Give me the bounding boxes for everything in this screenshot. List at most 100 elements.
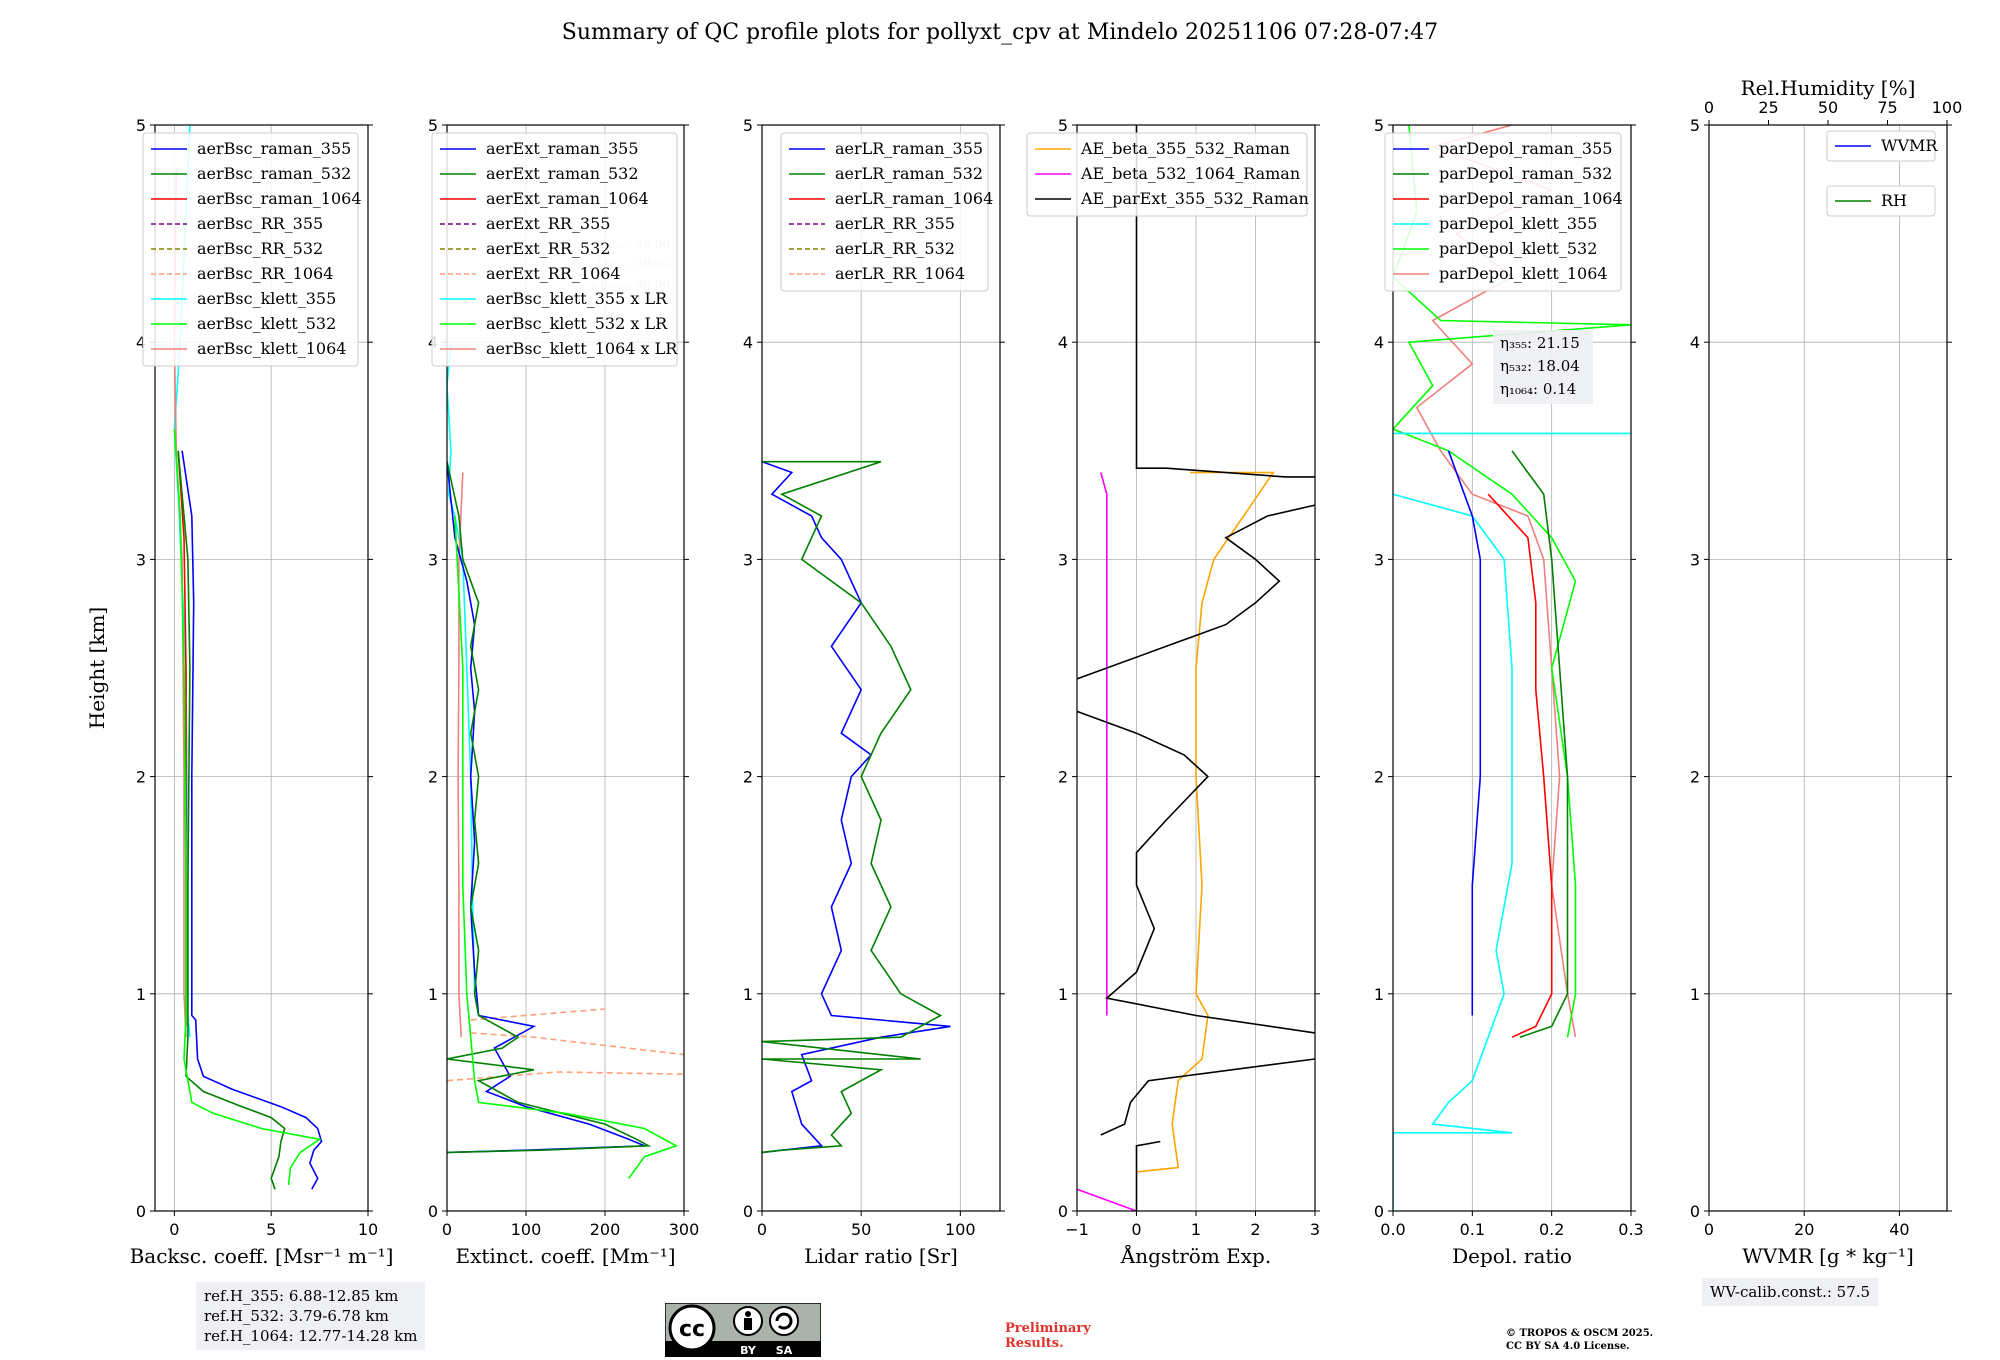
wv-top-tick-label-1: 25 (1758, 98, 1778, 117)
lr-xtick-label-1: 50 (851, 1220, 871, 1239)
ae-series-AE_beta_532_1064_Raman (1100, 472, 1108, 1016)
depol-ytick-label-3: 3 (1374, 550, 1384, 569)
lr-legend-label-1: aerLR_raman_532 (835, 164, 983, 183)
ext-x-axis-label: Extinct. coeff. [Mm⁻¹] (455, 1244, 675, 1268)
ae-xtick-label-4: 3 (1310, 1220, 1320, 1239)
ext-series-aerExt_RR_1064_c (447, 1071, 684, 1082)
ae-xtick-label-3: 2 (1250, 1220, 1260, 1239)
ae-xtick-label-2: 1 (1191, 1220, 1201, 1239)
bsc-xtick-label-2: 10 (358, 1220, 378, 1239)
wv-x-axis-label: WVMR [g * kg⁻¹] (1742, 1244, 1914, 1268)
depol-series-parDepol_raman_532 (1511, 450, 1569, 1038)
ae-series-AE_parExt_355_532_Raman_e (1135, 1140, 1161, 1211)
lr-legend-label-3: aerLR_RR_355 (835, 214, 955, 233)
wv-calib-const: WV-calib.const.: 57.5 (1710, 1283, 1871, 1301)
wv-ytick-label-1: 1 (1690, 985, 1700, 1004)
bsc-legend-label-4: aerBsc_RR_532 (197, 239, 323, 258)
lr-legend-label-4: aerLR_RR_532 (835, 239, 955, 258)
bsc-ytick-label-5: 5 (136, 116, 146, 135)
bsc-legend-label-3: aerBsc_RR_355 (197, 214, 323, 233)
bsc-ytick-label-2: 2 (136, 768, 146, 787)
bsc-series-aerBsc_raman_355 (181, 450, 323, 1190)
depol-ytick-label-0: 0 (1374, 1202, 1384, 1221)
depol-note-1: η₅₃₂: 18.04 (1500, 357, 1580, 375)
ext-legend-label-5: aerExt_RR_1064 (486, 264, 621, 283)
ext-xtick-label-2: 200 (590, 1220, 621, 1239)
ext-series-aerExt_raman_532 (447, 461, 652, 1154)
depol-xtick-label-3: 0.3 (1618, 1220, 1643, 1239)
ext-legend-label-6: aerBsc_klett_355 x LR (486, 289, 668, 308)
wv-top-tick-label-3: 75 (1877, 98, 1897, 117)
ae-ytick-label-4: 4 (1058, 333, 1068, 352)
ext-series-aerBsc_klett_532 x LR (454, 515, 679, 1179)
ext-legend-label-7: aerBsc_klett_532 x LR (486, 314, 668, 333)
lr-legend-label-0: aerLR_raman_355 (835, 139, 983, 158)
ae-series-AE_beta_355_532_Raman (1136, 471, 1275, 1173)
reference-height-box: ref.H_355: 6.88-12.85 km ref.H_532: 3.79… (196, 1282, 426, 1350)
bsc-legend-label-7: aerBsc_klett_532 (197, 314, 336, 333)
ae-series-AE_parExt_355_532_Raman_d (1100, 1058, 1315, 1136)
ext-legend-label-1: aerExt_raman_532 (486, 164, 639, 183)
ae-legend-label-0: AE_beta_355_532_Raman (1080, 139, 1290, 158)
wv-axes-frame (1708, 124, 1948, 1212)
y-axis-label: Height [km] (85, 607, 109, 729)
wv-legend-label-0: WVMR (1881, 136, 1938, 155)
copyright-line-1: © TROPOS & OSCM 2025. (1506, 1328, 1654, 1339)
ext-series-aerBsc_klett_1064 x LR (457, 472, 464, 1038)
ext-legend-label-4: aerExt_RR_532 (486, 239, 610, 258)
depol-legend-label-0: parDepol_raman_355 (1439, 139, 1612, 158)
bsc-xtick-label-1: 5 (266, 1220, 276, 1239)
preliminary-line-2: Results. (1005, 1336, 1064, 1351)
lr-legend-label-5: aerLR_RR_1064 (835, 264, 965, 283)
lr-xtick-label-2: 100 (945, 1220, 976, 1239)
depol-ytick-label-5: 5 (1374, 116, 1384, 135)
ext-legend-label-3: aerExt_RR_355 (486, 214, 610, 233)
ae-series-AE_parExt_355_532_Raman (1135, 125, 1315, 478)
ae-xtick-label-1: 0 (1131, 1220, 1141, 1239)
ext-xtick-label-0: 0 (442, 1220, 452, 1239)
cc-by-sa-logo: cc BY SA (665, 1303, 821, 1357)
depol-series-parDepol_klett_355 (1393, 493, 1513, 1211)
bsc-legend-label-0: aerBsc_raman_355 (197, 139, 351, 158)
wv-top-axis-label: Rel.Humidity [%] (1741, 76, 1916, 100)
ref-line-532: ref.H_532: 3.79-6.78 km (204, 1307, 389, 1325)
lr-ytick-label-4: 4 (743, 333, 753, 352)
bsc-ytick-label-4: 4 (136, 333, 146, 352)
wv-xtick-label-1: 20 (1794, 1220, 1814, 1239)
ext-xtick-label-3: 300 (669, 1220, 700, 1239)
depol-xtick-label-0: 0.0 (1380, 1220, 1405, 1239)
lr-axes-frame (761, 124, 1001, 1212)
lr-x-axis-label: Lidar ratio [Sr] (804, 1244, 958, 1268)
bsc-ytick-label-1: 1 (136, 985, 146, 1004)
depol-legend-label-5: parDepol_klett_1064 (1439, 264, 1608, 283)
depol-legend-label-4: parDepol_klett_532 (1439, 239, 1597, 258)
wv-top-tick-label-2: 50 (1818, 98, 1838, 117)
bsc-series-aerBsc_klett_532 (173, 429, 322, 1185)
depol-note-box (1493, 330, 1593, 404)
depol-series-parDepol_raman_1064 (1487, 493, 1553, 1038)
ext-legend-box (431, 132, 678, 367)
lr-legend-box (780, 132, 989, 292)
ext-legend-label-0: aerExt_raman_355 (486, 139, 639, 158)
bsc-legend-label-2: aerBsc_raman_1064 (197, 189, 362, 208)
bsc-legend-label-6: aerBsc_klett_355 (197, 289, 336, 308)
bsc-legend-label-1: aerBsc_raman_532 (197, 164, 351, 183)
depol-ytick-label-4: 4 (1374, 333, 1384, 352)
lr-ytick-label-0: 0 (743, 1202, 753, 1221)
bsc-axes-frame (154, 124, 369, 1212)
depol-xtick-label-1: 0.1 (1460, 1220, 1485, 1239)
bsc-ytick-label-0: 0 (136, 1202, 146, 1221)
preliminary-line-1: Preliminary (1005, 1321, 1091, 1336)
ae-ytick-label-5: 5 (1058, 116, 1068, 135)
ae-series-AE_parExt_355_532_Raman_c (1077, 710, 1315, 1034)
ae-ytick-label-3: 3 (1058, 550, 1068, 569)
bsc-legend-label-8: aerBsc_klett_1064 (197, 339, 346, 358)
wv-legend-box-1 (1826, 185, 1936, 217)
bsc-xtick-label-0: 0 (169, 1220, 179, 1239)
copyright-line-2: CC BY SA 4.0 License. (1506, 1341, 1630, 1352)
depol-x-axis-label: Depol. ratio (1452, 1244, 1572, 1268)
bsc-legend-label-5: aerBsc_RR_1064 (197, 264, 333, 283)
wv-ytick-label-2: 2 (1690, 768, 1700, 787)
ae-x-axis-label: Ångström Exp. (1120, 1243, 1271, 1268)
depol-note-2: η₁₀₆₄: 0.14 (1500, 380, 1576, 398)
